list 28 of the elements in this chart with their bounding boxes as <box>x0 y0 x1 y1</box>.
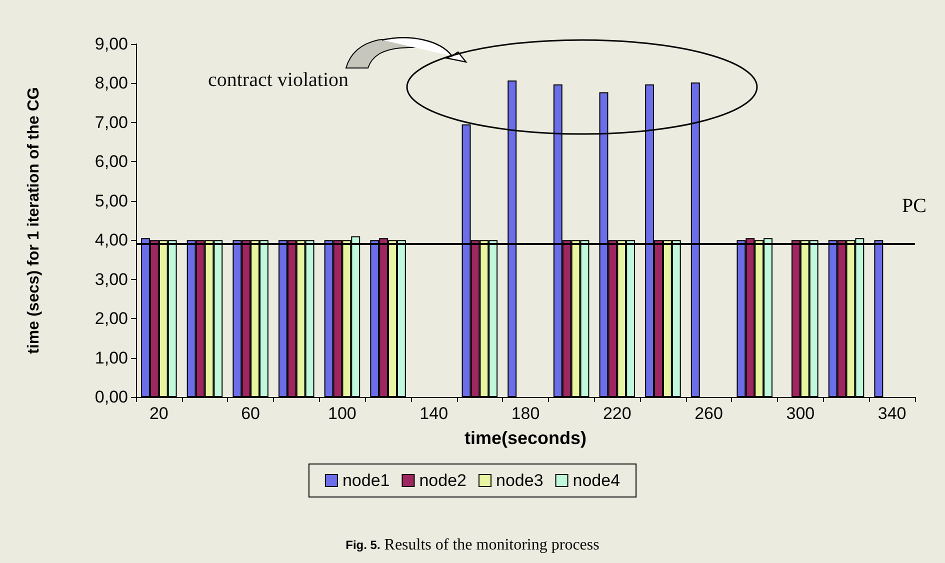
legend-label: node3 <box>496 471 544 490</box>
y-tick-label: 9,00 <box>94 34 128 54</box>
x-tick-label: 260 <box>694 404 723 423</box>
x-tick-label: 300 <box>786 404 815 423</box>
x-tick-label: 20 <box>149 404 168 423</box>
x-axis-title: time(seconds) <box>464 428 587 448</box>
y-tick-label: 5,00 <box>94 191 128 210</box>
x-tick-label: 60 <box>241 404 260 423</box>
y-tick-label: 6,00 <box>94 152 128 172</box>
x-tick-label: 100 <box>328 404 356 423</box>
y-tick-label: 4,00 <box>94 230 128 250</box>
y-tick-label: 7,00 <box>94 112 128 132</box>
y-tick-label: 3,00 <box>94 270 128 289</box>
x-tick-label: 140 <box>420 404 448 423</box>
y-tick-label: 8,00 <box>94 74 128 93</box>
ref-line-label: PC <box>902 195 926 218</box>
legend-label: node4 <box>572 471 620 490</box>
y-axis-title: time (secs) for 1 iteration of the CG <box>26 87 42 354</box>
annotation: contract violation <box>208 69 349 91</box>
legend-label: node1 <box>342 471 390 490</box>
x-tick-label: 220 <box>602 404 632 423</box>
legend-label: node2 <box>419 471 467 490</box>
y-tick-label: 1,00 <box>94 348 128 368</box>
x-tick-label: 180 <box>511 404 540 423</box>
x-tick-label: 340 <box>878 404 906 423</box>
y-tick-label: 2,00 <box>94 309 128 328</box>
caption: Fig. 5. Results of the monitoring process <box>346 536 600 554</box>
y-tick-label: 0,00 <box>94 388 128 406</box>
